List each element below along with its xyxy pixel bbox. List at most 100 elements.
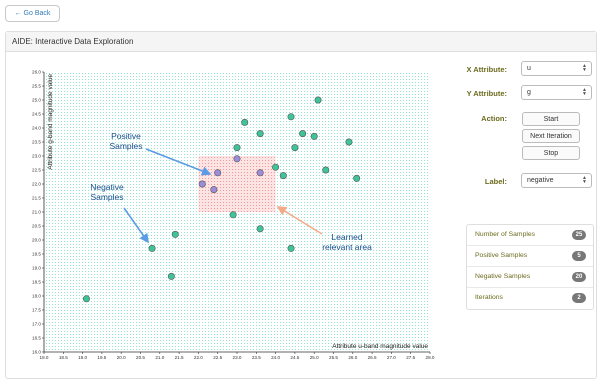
y-tick-label: 19.0 (32, 266, 41, 271)
y-tick-label: 18.0 (32, 294, 41, 299)
learned-area-annotation-line: Learned (331, 232, 362, 242)
negative-sample-point[interactable] (148, 244, 156, 252)
start-button[interactable]: Start (522, 112, 580, 126)
stat-badge: 2 (572, 293, 586, 303)
label-label: Label: (484, 177, 507, 186)
negative-samples-annotation-line: Samples (90, 192, 123, 202)
x-tick-label: 25.5 (329, 355, 338, 360)
y-attribute-select[interactable]: g ▲ ▼ (521, 85, 592, 100)
next-iteration-button[interactable]: Next Iteration (522, 129, 580, 143)
x-tick-label: 20.5 (136, 355, 145, 360)
x-tick-label: 27.0 (387, 355, 396, 360)
learned-area-annotation-line: relevant area (322, 242, 372, 252)
stat-iterations: Iterations 2 (467, 288, 593, 309)
negative-sample-point[interactable] (314, 96, 322, 104)
y-tick-label: 20.0 (32, 238, 41, 243)
action-label: Action: (481, 114, 507, 123)
negative-sample-point[interactable] (299, 130, 307, 138)
stop-button[interactable]: Stop (522, 146, 580, 160)
negative-sample-point[interactable] (82, 295, 90, 303)
negative-sample-point[interactable] (279, 172, 287, 180)
x-tick-label: 21.0 (155, 355, 164, 360)
y-attribute-label: Y Attribute: (466, 89, 507, 98)
go-back-button[interactable]: ← Go Back (5, 5, 60, 22)
y-tick-label: 23.5 (32, 140, 41, 145)
negative-sample-point[interactable] (233, 144, 241, 152)
x-attribute-value: u (527, 65, 531, 72)
x-attribute-label: X Attribute: (466, 65, 507, 74)
stat-label: Iterations (475, 294, 503, 301)
positive-samples-arrow (145, 148, 212, 176)
y-tick-label: 23.0 (32, 154, 41, 159)
x-tick-label: 24.5 (290, 355, 299, 360)
x-tick-label: 19.5 (97, 355, 106, 360)
x-tick-label: 24.0 (271, 355, 280, 360)
negative-sample-point[interactable] (322, 166, 330, 174)
negative-samples-arrow (123, 207, 149, 244)
x-tick-label: 28.0 (426, 355, 435, 360)
x-tick-label: 25.0 (310, 355, 319, 360)
negative-sample-point[interactable] (287, 113, 295, 121)
x-tick-label: 18.0 (40, 355, 49, 360)
positive-sample-point[interactable] (198, 180, 206, 188)
y-tick-label: 22.0 (32, 182, 41, 187)
y-tick-label: 20.5 (32, 224, 41, 229)
stat-badge: 25 (572, 230, 586, 240)
select-caret-icon: ▲ ▼ (582, 63, 587, 73)
x-attribute-select[interactable]: u ▲ ▼ (521, 61, 592, 76)
negative-sample-point[interactable] (171, 230, 179, 238)
y-tick-label: 24.0 (32, 126, 41, 131)
y-tick-label: 22.5 (32, 168, 41, 173)
positive-sample-point[interactable] (210, 186, 218, 194)
y-tick-label: 25.0 (32, 98, 41, 103)
y-tick-label: 16.5 (32, 336, 41, 341)
stats-panel: Number of Samples 25 Positive Samples 5 … (466, 224, 594, 310)
panel-title: AIDE: Interactive Data Exploration (6, 32, 596, 52)
negative-samples-annotation-line: Negative (90, 182, 124, 192)
positive-samples-annotation-line: Samples (109, 141, 142, 151)
y-tick-label: 24.5 (32, 112, 41, 117)
y-tick-label: 26.0 (32, 70, 41, 75)
y-tick-label: 18.5 (32, 280, 41, 285)
x-tick-label: 21.5 (175, 355, 184, 360)
label-select[interactable]: negative ▲ ▼ (521, 173, 592, 188)
stat-badge: 5 (572, 251, 586, 261)
x-tick-label: 22.0 (194, 355, 203, 360)
negative-sample-point[interactable] (167, 272, 175, 280)
label-value: negative (527, 177, 554, 184)
stat-number-of-samples: Number of Samples 25 (467, 225, 593, 246)
select-caret-icon: ▲ ▼ (582, 175, 587, 185)
y-axis-label: Attribute g-band magnitude value (47, 74, 54, 170)
x-tick-label: 23.0 (233, 355, 242, 360)
positive-sample-point[interactable] (256, 169, 264, 177)
stat-negative-samples: Negative Samples 20 (467, 267, 593, 288)
x-tick-label: 20.0 (117, 355, 126, 360)
stat-badge: 20 (572, 272, 586, 282)
positive-sample-point[interactable] (233, 155, 241, 163)
negative-sample-point[interactable] (256, 225, 264, 233)
x-tick-label: 26.0 (348, 355, 357, 360)
x-tick-label: 18.5 (59, 355, 68, 360)
negative-sample-point[interactable] (229, 211, 237, 219)
negative-sample-point[interactable] (345, 138, 353, 146)
positive-samples-annotation-line: Positive (111, 131, 141, 141)
y-tick-label: 17.5 (32, 308, 41, 313)
y-tick-label: 17.0 (32, 322, 41, 327)
learned-area-arrow (276, 206, 323, 235)
negative-sample-point[interactable] (291, 144, 299, 152)
negative-sample-point[interactable] (241, 118, 249, 126)
x-tick-label: 26.5 (368, 355, 377, 360)
stat-label: Number of Samples (475, 231, 536, 238)
y-tick-label: 21.0 (32, 210, 41, 215)
y-tick-label: 16.0 (32, 350, 41, 355)
negative-sample-point[interactable] (272, 163, 280, 171)
y-tick-label: 21.5 (32, 196, 41, 201)
negative-sample-point[interactable] (353, 174, 361, 182)
negative-sample-point[interactable] (256, 130, 264, 138)
x-tick-label: 27.5 (406, 355, 415, 360)
negative-sample-point[interactable] (310, 132, 318, 140)
positive-sample-point[interactable] (214, 169, 222, 177)
select-caret-icon: ▲ ▼ (582, 87, 587, 97)
negative-sample-point[interactable] (287, 244, 295, 252)
